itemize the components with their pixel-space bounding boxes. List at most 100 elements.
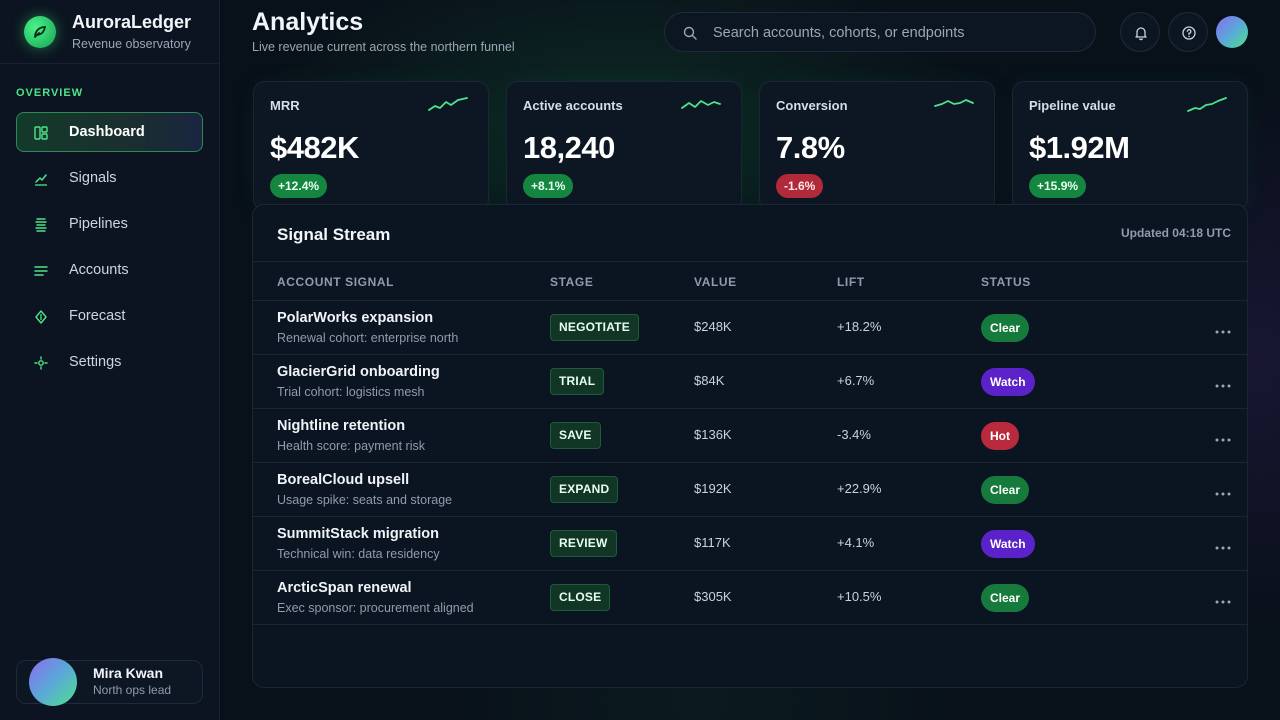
signal-title[interactable]: SummitStack migration xyxy=(277,526,439,542)
user-role: North ops lead xyxy=(93,683,172,697)
kpi-delta-badge: -1.6% xyxy=(776,174,824,198)
page-title: Analytics xyxy=(252,8,364,36)
more-options-icon[interactable] xyxy=(1213,595,1233,609)
signal-subtitle: Exec sponsor: procurement aligned xyxy=(277,601,474,615)
signal-subtitle: Usage spike: seats and storage xyxy=(277,493,453,507)
sidebar-item-signals[interactable]: Signals xyxy=(16,158,203,198)
stage-badge: EXPAND xyxy=(550,476,619,503)
kpi-card-conversion: Conversion 7.8% -1.6% xyxy=(759,81,995,211)
more-options-icon[interactable] xyxy=(1213,433,1233,447)
help-icon xyxy=(1182,26,1196,40)
signal-lift: +22.9% xyxy=(837,481,882,496)
more-options-icon[interactable] xyxy=(1213,325,1233,339)
status-badge: Clear xyxy=(981,476,1030,504)
brand-logo-icon xyxy=(24,16,56,48)
kpi-card-pipeline-value: Pipeline value $1.92M +15.9% xyxy=(1012,81,1248,211)
signal-subtitle: Trial cohort: logistics mesh xyxy=(277,385,425,399)
sidebar-item-settings[interactable]: Settings xyxy=(16,342,203,382)
sidebar-item-label: Accounts xyxy=(69,262,129,278)
more-options-icon[interactable] xyxy=(1213,487,1233,501)
table-row[interactable]: SummitStack migration Technical win: data… xyxy=(253,517,1247,571)
signal-title[interactable]: ArcticSpan renewal xyxy=(277,580,412,596)
signal-value: $192K xyxy=(694,481,732,496)
avatar xyxy=(29,658,77,706)
kpi-value: 18,240 xyxy=(523,130,615,165)
table-row[interactable]: BorealCloud upsell Usage spike: seats and… xyxy=(253,463,1247,517)
signal-title[interactable]: GlacierGrid onboarding xyxy=(277,364,440,380)
status-badge: Watch xyxy=(981,530,1035,558)
notifications-button[interactable] xyxy=(1120,12,1160,52)
user-name: Mira Kwan xyxy=(93,665,164,681)
kpi-label: Conversion xyxy=(776,98,848,113)
signal-lift: +6.7% xyxy=(837,373,875,388)
table-row[interactable]: Nightline retention Health score: payment… xyxy=(253,409,1247,463)
sparkline-icon xyxy=(681,100,721,109)
kpi-card-active-accounts: Active accounts 18,240 +8.1% xyxy=(506,81,742,211)
sidebar-item-accounts[interactable]: Accounts xyxy=(16,250,203,290)
search-icon xyxy=(683,26,697,40)
column-header-status[interactable]: STATUS xyxy=(981,275,1031,289)
kpi-delta-badge: +8.1% xyxy=(523,174,574,198)
kpi-delta-badge: +15.9% xyxy=(1029,174,1087,198)
trend-icon xyxy=(35,174,47,186)
signal-subtitle: Technical win: data residency xyxy=(277,547,440,561)
kpi-value: $482K xyxy=(270,130,359,165)
signal-value: $84K xyxy=(694,373,725,388)
signal-value: $117K xyxy=(694,535,731,550)
forecast-icon xyxy=(35,310,47,324)
kpi-value: 7.8% xyxy=(776,130,845,165)
stage-badge: TRIAL xyxy=(550,368,605,395)
kpi-label: MRR xyxy=(270,98,300,113)
sidebar-item-label: Pipelines xyxy=(69,216,128,232)
sidebar-item-label: Forecast xyxy=(69,308,126,324)
more-options-icon[interactable] xyxy=(1213,379,1233,393)
sidebar-item-dashboard[interactable]: Dashboard xyxy=(16,112,203,152)
signal-lift: +18.2% xyxy=(837,319,882,334)
pipelines-icon xyxy=(35,218,47,232)
signal-title[interactable]: PolarWorks expansion xyxy=(277,310,434,326)
search-input[interactable] xyxy=(713,21,1083,45)
column-header-stage[interactable]: STAGE xyxy=(550,275,594,289)
user-card[interactable]: Mira Kwan North ops lead xyxy=(16,658,203,706)
signal-subtitle: Health score: payment risk xyxy=(277,439,425,453)
status-badge: Watch xyxy=(981,368,1035,396)
table-row[interactable]: GlacierGrid onboarding Trial cohort: logi… xyxy=(253,355,1247,409)
stage-badge: NEGOTIATE xyxy=(550,314,639,341)
sidebar-item-forecast[interactable]: Forecast xyxy=(16,296,203,336)
signal-value: $136K xyxy=(694,427,732,442)
status-badge: Clear xyxy=(981,314,1030,342)
column-header-value[interactable]: VALUE xyxy=(694,275,737,289)
kpi-card-mrr: MRR $482K +12.4% xyxy=(253,81,489,211)
signal-title[interactable]: BorealCloud upsell xyxy=(277,472,410,488)
panel-title: Signal Stream xyxy=(277,225,391,244)
sidebar-item-label: Settings xyxy=(69,354,122,370)
kpi-label: Pipeline value xyxy=(1029,98,1116,113)
table-row[interactable]: ArcticSpan renewal Exec sponsor: procurem… xyxy=(253,571,1247,625)
sidebar-section-label: OVERVIEW xyxy=(16,87,84,99)
help-button[interactable] xyxy=(1168,12,1208,52)
table-header: ACCOUNT SIGNAL STAGE VALUE LIFT STATUS xyxy=(253,261,1247,301)
search-bar[interactable] xyxy=(664,12,1096,52)
signal-value: $248K xyxy=(694,319,732,334)
bell-icon xyxy=(1135,27,1147,41)
brand[interactable]: AuroraLedger Revenue observatory xyxy=(24,12,214,56)
stage-badge: CLOSE xyxy=(550,584,611,611)
column-header-lift[interactable]: LIFT xyxy=(837,275,865,289)
table-row[interactable]: PolarWorks expansion Renewal cohort: ente… xyxy=(253,301,1247,355)
stage-badge: SAVE xyxy=(550,422,601,449)
dashboard-icon xyxy=(34,126,48,140)
sparkline-icon xyxy=(1187,97,1227,112)
signal-lift: +4.1% xyxy=(837,535,875,550)
more-options-icon[interactable] xyxy=(1213,541,1233,555)
sidebar-nav: Dashboard Signals Pipelines Accounts For… xyxy=(16,112,203,388)
signal-title[interactable]: Nightline retention xyxy=(277,418,406,434)
column-header-account-signal[interactable]: ACCOUNT SIGNAL xyxy=(277,275,395,289)
page-subtitle: Live revenue current across the northern… xyxy=(252,40,515,54)
sidebar-item-pipelines[interactable]: Pipelines xyxy=(16,204,203,244)
sidebar-item-label: Dashboard xyxy=(69,124,145,140)
sparkline-icon xyxy=(934,99,974,107)
avatar[interactable] xyxy=(1216,16,1248,48)
stage-badge: REVIEW xyxy=(550,530,617,557)
updated-timestamp: Updated 04:18 UTC xyxy=(1120,226,1231,240)
sparkline-icon xyxy=(428,97,468,111)
